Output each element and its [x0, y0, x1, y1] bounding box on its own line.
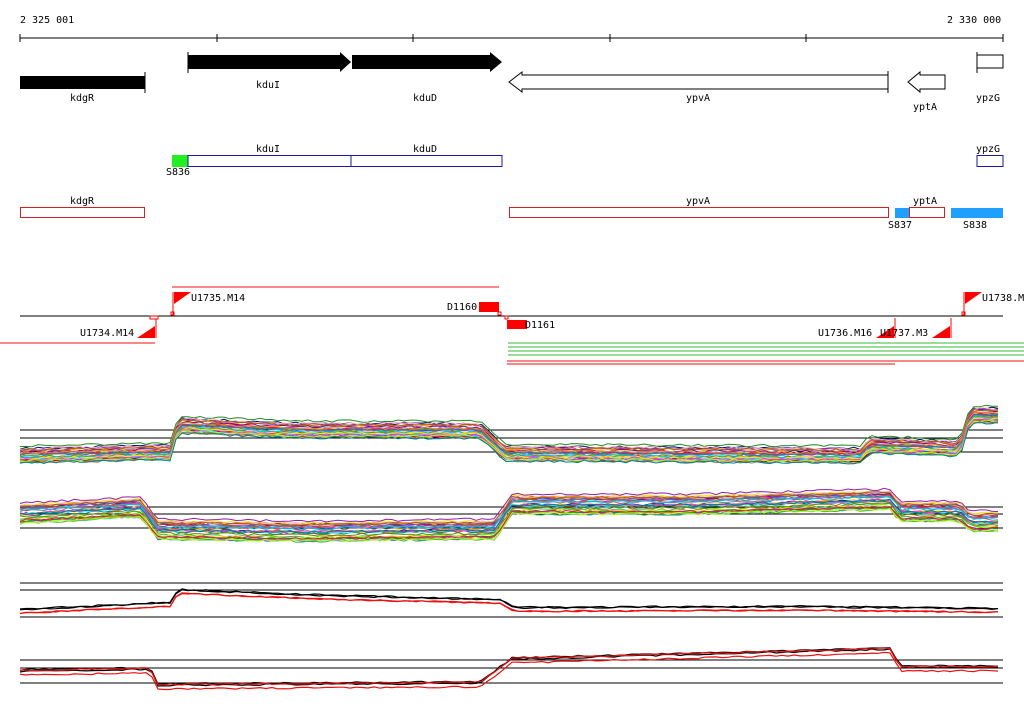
- upshift-U1735-tick: [170, 311, 175, 316]
- gene-yptA-arrow[interactable]: [907, 70, 946, 94]
- segment-S837-label: S837: [888, 220, 912, 231]
- transcript-kdgR-box[interactable]: [20, 207, 145, 218]
- transcript-track: kdgR ypvA S837 yptA S838: [20, 196, 1003, 231]
- expression-profile-line: [19, 589, 999, 611]
- gene-kdgR-label: kdgR: [70, 93, 95, 104]
- end-coordinate-label: 2 330 000: [947, 15, 1001, 26]
- upshift-U1737-flag[interactable]: [932, 326, 950, 338]
- upshift-U1738-label: U1738.M: [982, 293, 1024, 304]
- segment-S836-label: S836: [166, 167, 190, 178]
- transcript-yptA-label: yptA: [913, 196, 937, 207]
- operon-ypzG-box[interactable]: [976, 155, 1004, 167]
- expression-profile-line: [19, 416, 999, 459]
- expression-profile-line: [19, 487, 999, 523]
- transcript-kdgR-label: kdgR: [70, 196, 95, 207]
- downshift-D1161-label: D1161: [525, 320, 555, 331]
- expression-profile-line: [19, 491, 999, 526]
- operon-track: S836 kduI kduD ypzG: [166, 144, 1004, 178]
- expression-profile-line: [19, 495, 999, 530]
- expression-profile-line: [19, 647, 999, 686]
- ruler-ticks: [19, 34, 1004, 42]
- transcript-ypvA-box[interactable]: [509, 207, 889, 218]
- expression-panel-multicolor-top: [19, 404, 1003, 465]
- gene-kdgR-bar[interactable]: [20, 76, 145, 89]
- downshift-D1160-tick: [497, 311, 502, 316]
- expression-profile-line: [19, 506, 999, 541]
- expression-profile-line: [19, 592, 999, 615]
- expression-profile-line: [19, 411, 999, 455]
- expression-profile-line: [19, 651, 999, 691]
- operon-kduD-box[interactable]: [350, 155, 503, 167]
- gene-kduI-arrow[interactable]: [188, 52, 351, 72]
- expression-profile-line: [19, 491, 999, 525]
- gene-yptA-label: yptA: [913, 102, 937, 113]
- operon-kduI-box[interactable]: [187, 155, 352, 167]
- expression-profile-line: [19, 415, 999, 459]
- upshift-U1738-flag[interactable]: [965, 292, 982, 304]
- expression-profile-line: [19, 408, 999, 452]
- operon-kduD-label: kduD: [413, 144, 437, 155]
- upshift-U1735-label: U1735.M14: [191, 293, 245, 304]
- transcript-ypvA-label: ypvA: [686, 196, 710, 207]
- start-coordinate-label: 2 325 001: [20, 15, 74, 26]
- gene-track: kdgR kduI kduD ypvA yptA ypzG: [20, 52, 1004, 113]
- upshift-U1734-flag[interactable]: [137, 326, 155, 338]
- gene-kduI-label: kduI: [256, 80, 280, 91]
- expression-profile-line: [20, 413, 999, 457]
- expression-profile-line: [19, 508, 999, 542]
- upshift-U1735-flag[interactable]: [174, 292, 191, 304]
- gene-ypzG-label: ypzG: [976, 93, 1000, 104]
- expression-profile-line: [19, 502, 999, 537]
- expression-profile-line: [19, 498, 999, 534]
- segment-S836-block[interactable]: [172, 155, 188, 167]
- expression-panel-multicolor-bottom: [19, 487, 1003, 543]
- expression-profile-line: [19, 407, 999, 451]
- downshift-D1161-tick: [504, 315, 509, 320]
- expression-profile-line: [19, 408, 999, 453]
- upshift-U1736-label: U1736.M16: [818, 328, 872, 339]
- expression-profile-line: [19, 421, 999, 465]
- expression-profile-line: [19, 417, 999, 461]
- expression-profile-line: [19, 419, 999, 463]
- tiling-track: U1735.M14 U1734.M14 D1160 D1161 U1736.M1…: [0, 286, 1024, 365]
- segment-S838-block[interactable]: [951, 208, 1003, 218]
- gene-kduD-arrow[interactable]: [352, 52, 502, 72]
- operon-ypzG-label: ypzG: [976, 144, 1000, 155]
- gene-kduD-label: kduD: [413, 93, 437, 104]
- downshift-D1161-block[interactable]: [507, 320, 527, 329]
- upshift-U1734-tick: [149, 315, 159, 320]
- expression-profile-line: [19, 404, 998, 448]
- segment-S837-block[interactable]: [895, 208, 909, 218]
- upshift-U1734-label: U1734.M14: [80, 328, 134, 339]
- segment-S838-label: S838: [963, 220, 987, 231]
- upshift-U1736-flag[interactable]: [876, 326, 894, 338]
- transcript-yptA-box[interactable]: [909, 207, 945, 218]
- downshift-D1160-block[interactable]: [479, 302, 499, 312]
- gene-ypzG-bar[interactable]: [976, 54, 1004, 69]
- expression-panel-summary-bottom: [19, 647, 1003, 691]
- gene-ypvA-label: ypvA: [686, 93, 710, 104]
- operon-kduI-label: kduI: [256, 144, 280, 155]
- coordinate-ruler: 2 325 001 2 330 000: [19, 15, 1004, 42]
- upshift-U1738-tick: [961, 311, 966, 316]
- expression-panel-summary-top: [19, 582, 1003, 618]
- tiling-green-lines: [508, 342, 1024, 356]
- gene-ypvA-arrow[interactable]: [508, 70, 889, 94]
- upshift-U1737-label: U1737.M3: [880, 328, 928, 339]
- expression-profile-line: [19, 493, 999, 529]
- downshift-D1160-label: D1160: [447, 302, 477, 313]
